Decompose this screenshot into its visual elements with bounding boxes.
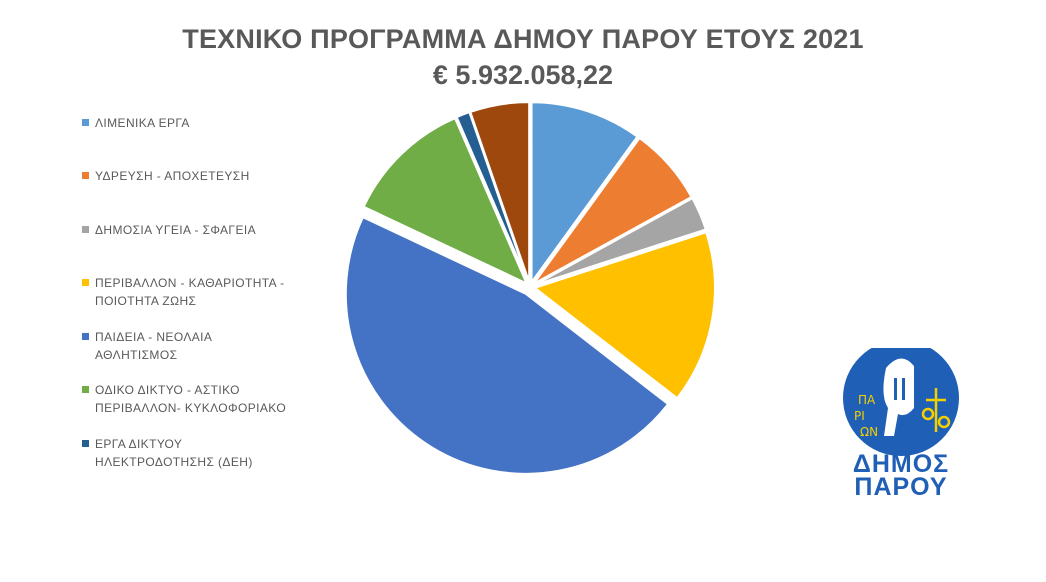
pie-slice xyxy=(534,196,708,286)
legend-item: ΠΑΙΔΕΙΑ - ΝΕΟΛΑΙΑ ΑΘΛΗΤΙΣΜΟΣ xyxy=(82,328,322,364)
logo-emblem-text-2: ΡΙ xyxy=(854,409,865,423)
pie-slice xyxy=(530,101,639,286)
municipality-logo: ΠΑ ΡΙ ΩΝ ΔΗΜΟΣ ΠΑΡΟΥ xyxy=(836,340,966,501)
legend-item: ΕΡΓΑ ΔΙΚΤΥΟΥ ΗΛΕΚΤΡΟΔΟΤΗΣΗΣ (ΔΕΗ) xyxy=(82,435,322,471)
legend-swatch xyxy=(82,333,89,340)
logo-cross-icon xyxy=(921,388,951,432)
logo-emblem-icon: ΠΑ ΡΙ ΩΝ xyxy=(843,340,959,456)
legend-item: ΠΕΡΙΒΑΛΛΟΝ - ΚΑΘΑΡΙΟΤΗΤΑ - ΠΟΙΟΤΗΤΑ ΖΩΗΣ xyxy=(82,274,322,310)
pie-slice xyxy=(362,116,529,286)
pie-slice xyxy=(469,101,531,283)
legend-label: ΟΔΙΚΟ ΔΙΚΤΥΟ - ΑΣΤΙΚΟ ΠΕΡΙΒΑΛΛΟΝ- ΚΥΚΛΟΦ… xyxy=(95,383,287,415)
logo-emblem-text-3: ΩΝ xyxy=(860,425,878,439)
legend-swatch xyxy=(82,119,89,126)
pie-slice xyxy=(532,136,693,285)
legend-label: ΕΡΓΑ ΔΙΚΤΥΟΥ ΗΛΕΚΤΡΟΔΟΤΗΣΗΣ (ΔΕΗ) xyxy=(95,437,253,469)
chart-title: ΤΕΧΝΙΚΟ ΠΡΟΓΡΑΜΜΑ ΔΗΜΟΥ ΠΑΡΟΥ ΕΤΟΥΣ 2021 xyxy=(182,24,864,54)
legend-swatch xyxy=(82,172,89,179)
logo-emblem-text-1: ΠΑ xyxy=(858,393,876,407)
pie-slice xyxy=(532,230,716,400)
pie-slice xyxy=(455,110,530,283)
legend-swatch xyxy=(82,386,89,393)
legend-label: ΠΑΙΔΕΙΑ - ΝΕΟΛΑΙΑ ΑΘΛΗΤΙΣΜΟΣ xyxy=(95,330,212,362)
chart-subtitle: € 5.932.058,22 xyxy=(432,60,614,90)
logo-text-line1: ΔΗΜΟΣ xyxy=(852,450,950,478)
legend-item: ΔΗΜΟΣΙΑ ΥΓΕΙΑ - ΣΦΑΓΕΙΑ xyxy=(82,221,322,239)
legend-label: ΠΕΡΙΒΑΛΛΟΝ - ΚΑΘΑΡΙΟΤΗΤΑ - ΠΟΙΟΤΗΤΑ ΖΩΗΣ xyxy=(95,276,285,308)
logo-text-line2: ΠΑΡΟΥ xyxy=(854,473,948,501)
logo-head-shape xyxy=(883,358,914,436)
legend-label: ΥΔΡΕΥΣΗ - ΑΠΟΧΕΤΕΥΣΗ xyxy=(95,169,250,183)
legend-swatch xyxy=(82,279,89,286)
pie-slice xyxy=(344,215,670,475)
legend-item: ΥΔΡΕΥΣΗ - ΑΠΟΧΕΤΕΥΣΗ xyxy=(82,167,322,185)
title-block: ΤΕΧΝΙΚΟ ΠΡΟΓΡΑΜΜΑ ΔΗΜΟΥ ΠΑΡΟΥ ΕΤΟΥΣ 2021… xyxy=(0,22,1046,92)
legend-item: ΟΔΙΚΟ ΔΙΚΤΥΟ - ΑΣΤΙΚΟ ΠΕΡΙΒΑΛΛΟΝ- ΚΥΚΛΟΦ… xyxy=(82,381,322,417)
legend-label: ΛΙΜΕΝΙΚΑ ΕΡΓΑ xyxy=(95,116,190,130)
legend-label: ΔΗΜΟΣΙΑ ΥΓΕΙΑ - ΣΦΑΓΕΙΑ xyxy=(95,223,256,237)
legend-swatch xyxy=(82,440,89,447)
legend-item: ΛΙΜΕΝΙΚΑ ΕΡΓΑ xyxy=(82,114,322,132)
legend-swatch xyxy=(82,226,89,233)
